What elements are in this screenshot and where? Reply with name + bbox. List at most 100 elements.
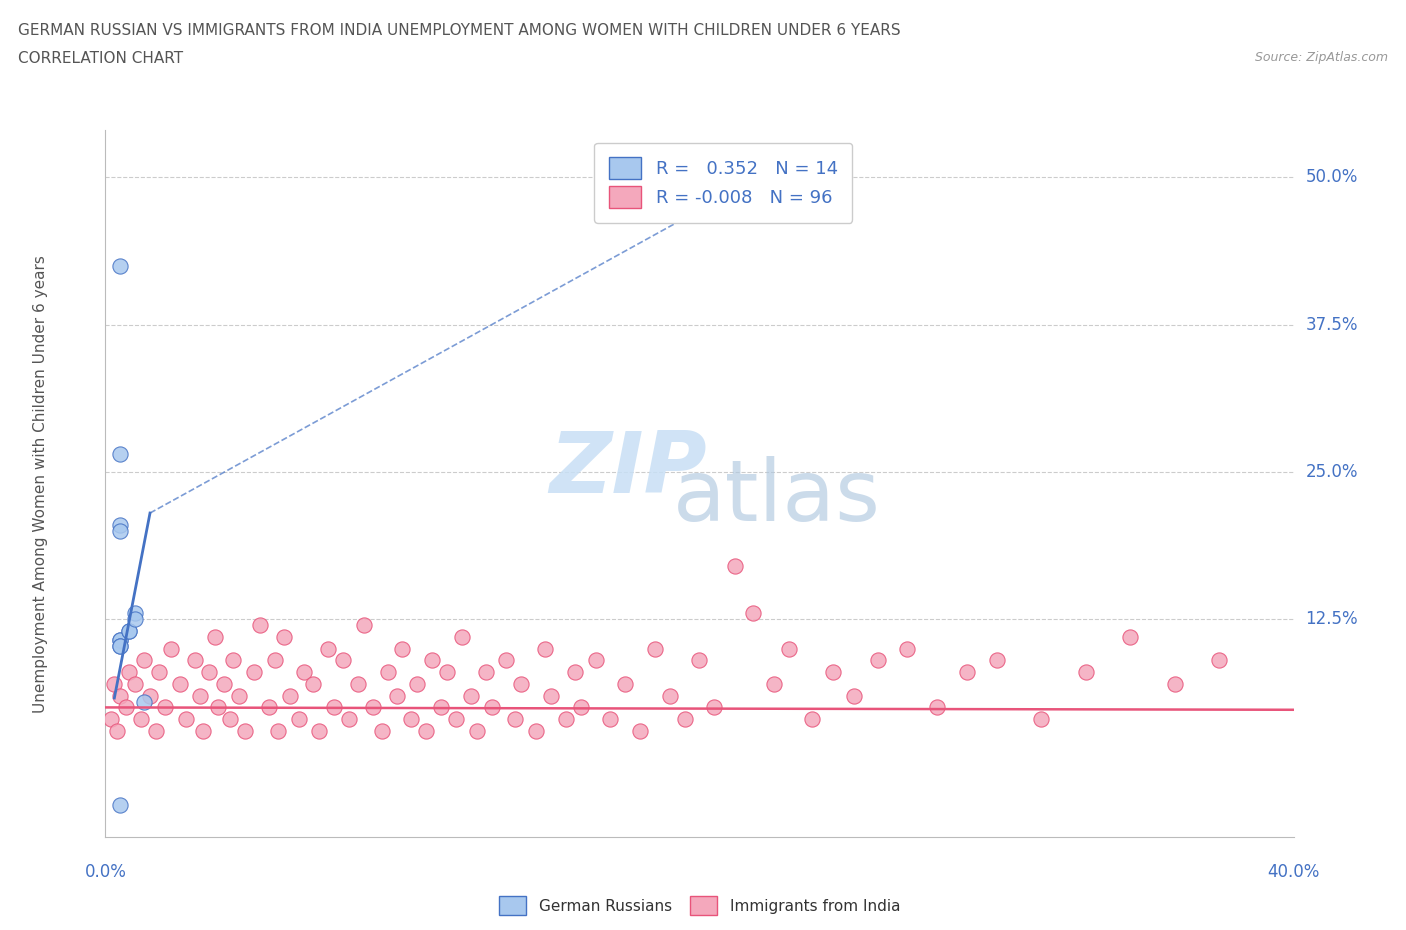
Point bbox=[110, 632, 132, 647]
Point bbox=[1119, 630, 1142, 644]
Point bbox=[474, 665, 496, 680]
Point bbox=[103, 676, 125, 691]
Point bbox=[689, 653, 711, 668]
Point bbox=[1208, 653, 1230, 668]
Point bbox=[287, 711, 309, 726]
Point bbox=[353, 618, 375, 632]
Point bbox=[385, 688, 408, 703]
Point bbox=[673, 711, 696, 726]
Point bbox=[1074, 665, 1097, 680]
Point bbox=[370, 724, 392, 738]
Point bbox=[132, 653, 155, 668]
Point bbox=[132, 694, 155, 709]
Point bbox=[110, 524, 132, 538]
Point bbox=[801, 711, 824, 726]
Point bbox=[347, 676, 370, 691]
Point bbox=[430, 700, 453, 715]
Point bbox=[233, 724, 256, 738]
Point bbox=[337, 711, 360, 726]
Point bbox=[569, 700, 592, 715]
Point bbox=[145, 724, 167, 738]
Point bbox=[510, 676, 533, 691]
Point bbox=[444, 711, 467, 726]
Point bbox=[762, 676, 785, 691]
Point bbox=[214, 676, 236, 691]
Point bbox=[460, 688, 482, 703]
Point bbox=[249, 618, 271, 632]
Point bbox=[100, 711, 122, 726]
Point bbox=[159, 641, 181, 656]
Point bbox=[110, 798, 132, 813]
Text: 25.0%: 25.0% bbox=[1305, 463, 1358, 481]
Point bbox=[1164, 676, 1187, 691]
Point bbox=[495, 653, 517, 668]
Point bbox=[124, 605, 146, 620]
Point bbox=[554, 711, 576, 726]
Point bbox=[534, 641, 557, 656]
Point bbox=[415, 724, 437, 738]
Point bbox=[110, 446, 132, 461]
Point bbox=[222, 653, 245, 668]
Point bbox=[267, 724, 290, 738]
Point bbox=[263, 653, 285, 668]
Text: GERMAN RUSSIAN VS IMMIGRANTS FROM INDIA UNEMPLOYMENT AMONG WOMEN WITH CHILDREN U: GERMAN RUSSIAN VS IMMIGRANTS FROM INDIA … bbox=[18, 23, 901, 38]
Point bbox=[866, 653, 889, 668]
Point bbox=[278, 688, 301, 703]
Point bbox=[540, 688, 562, 703]
Point bbox=[332, 653, 354, 668]
Point bbox=[153, 700, 176, 715]
Point bbox=[658, 688, 681, 703]
Point bbox=[323, 700, 346, 715]
Point bbox=[401, 711, 423, 726]
Point bbox=[105, 724, 128, 738]
Point bbox=[243, 665, 266, 680]
Point bbox=[842, 688, 865, 703]
Point bbox=[927, 700, 949, 715]
Point bbox=[257, 700, 280, 715]
Point bbox=[436, 665, 458, 680]
Point bbox=[193, 724, 215, 738]
Point bbox=[316, 641, 339, 656]
Point bbox=[724, 559, 747, 574]
Point bbox=[524, 724, 547, 738]
Point bbox=[219, 711, 242, 726]
Point bbox=[391, 641, 413, 656]
Point bbox=[644, 641, 666, 656]
Text: 40.0%: 40.0% bbox=[1267, 863, 1320, 881]
Point bbox=[294, 665, 316, 680]
Text: 12.5%: 12.5% bbox=[1305, 610, 1358, 628]
Point bbox=[139, 688, 162, 703]
Point bbox=[110, 639, 132, 654]
Point bbox=[896, 641, 918, 656]
Text: atlas: atlas bbox=[672, 457, 880, 539]
Point bbox=[110, 639, 132, 654]
Text: ZIP: ZIP bbox=[550, 428, 707, 511]
Point bbox=[115, 700, 138, 715]
Point bbox=[273, 630, 295, 644]
Point bbox=[148, 665, 170, 680]
Point bbox=[169, 676, 191, 691]
Point bbox=[585, 653, 607, 668]
Point bbox=[450, 630, 472, 644]
Text: 50.0%: 50.0% bbox=[1305, 168, 1358, 186]
Point bbox=[110, 632, 132, 647]
Text: Source: ZipAtlas.com: Source: ZipAtlas.com bbox=[1254, 51, 1388, 64]
Point bbox=[129, 711, 152, 726]
Point bbox=[302, 676, 325, 691]
Point bbox=[986, 653, 1008, 668]
Point bbox=[190, 688, 212, 703]
Point bbox=[110, 517, 132, 532]
Point bbox=[703, 700, 725, 715]
Point bbox=[564, 665, 586, 680]
Point bbox=[628, 724, 651, 738]
Point bbox=[228, 688, 250, 703]
Point bbox=[465, 724, 488, 738]
Point bbox=[174, 711, 197, 726]
Point bbox=[361, 700, 384, 715]
Point bbox=[778, 641, 800, 656]
Point bbox=[481, 700, 503, 715]
Point bbox=[118, 623, 141, 638]
Point bbox=[505, 711, 527, 726]
Text: Unemployment Among Women with Children Under 6 years: Unemployment Among Women with Children U… bbox=[32, 255, 48, 712]
Point bbox=[207, 700, 229, 715]
